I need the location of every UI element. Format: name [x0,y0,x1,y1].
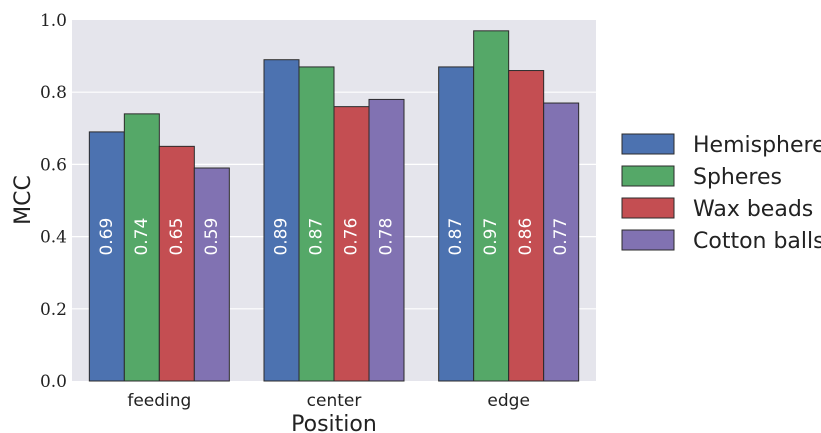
y-axis-ticks: 0.0 0.2 0.4 0.6 0.8 1.0 [40,11,67,392]
legend-swatch-spheres [621,165,675,187]
legend-label: Cotton balls [693,229,821,254]
bar-spheres-center [298,66,335,382]
bar-cotton-balls-edge [543,102,580,382]
bar-spheres-feeding [123,113,160,382]
y-tick-label: 0.6 [40,155,67,175]
bar-value-label: 0.87 [307,218,327,256]
bar-hemispheres-feeding [88,131,125,382]
x-axis-label: Position [291,412,377,433]
x-axis-ticks: feeding center edge [127,391,530,411]
y-tick-label: 0.8 [40,83,67,103]
y-tick-label: 0.4 [40,228,67,248]
y-tick-label: 0.2 [40,300,67,320]
legend-label: Hemispheres [693,133,821,158]
bar-value-label: 0.74 [132,218,152,256]
legend-swatch-cotton-balls [621,229,675,251]
y-tick-label: 1.0 [40,11,67,31]
legend-swatch-wax-beads [621,197,675,219]
bar-hemispheres-center [263,59,300,382]
bar-value-label: 0.89 [272,218,292,256]
legend-label: Wax beads [693,197,813,222]
bar-cotton-balls-center [368,98,405,382]
bar-value-label: 0.77 [551,218,571,256]
y-axis-label: MCC [11,175,36,225]
bar-cotton-balls-feeding [193,167,230,382]
bars-group [88,30,580,382]
bar-value-label: 0.69 [97,218,117,256]
bar-value-label: 0.65 [167,218,187,256]
bar-value-label: 0.78 [377,218,397,256]
legend: Hemispheres Spheres Wax beads Cotton balls [621,133,821,254]
bar-value-label: 0.76 [342,218,362,256]
y-tick-label: 0.0 [40,372,67,392]
x-tick-label-feeding: feeding [127,391,191,411]
bar-value-labels: 0.69 0.74 0.65 0.59 0.89 0.87 0.76 0.78 0.87 0.97… [97,218,571,256]
bar-value-label: 0.87 [446,218,466,256]
bar-value-label: 0.97 [481,218,501,256]
legend-label: Spheres [693,165,782,190]
x-tick-label-edge: edge [487,391,530,411]
bar-value-label: 0.86 [516,218,536,256]
legend-swatch-hemispheres [621,133,675,155]
bar-value-label: 0.59 [202,218,222,256]
bar-wax-beads-edge [508,70,545,382]
x-tick-label-center: center [307,391,362,411]
bar-hemispheres-edge [438,66,475,382]
bar-wax-beads-feeding [158,145,195,382]
bar-spheres-edge [473,30,510,382]
